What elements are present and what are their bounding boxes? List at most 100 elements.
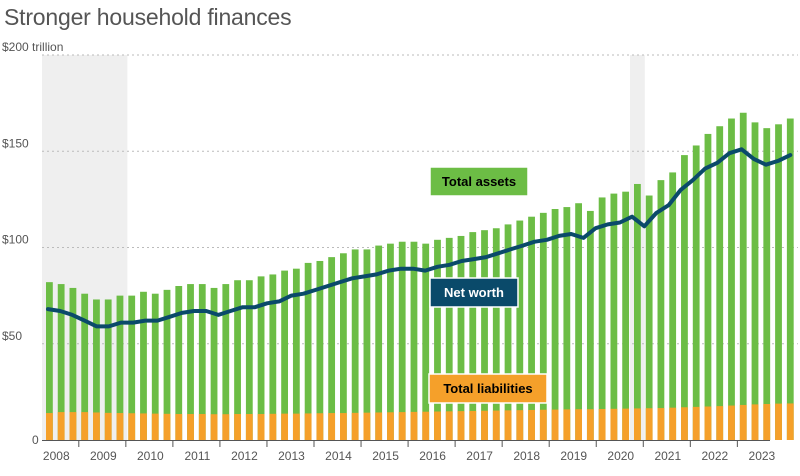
bar-total-assets [645,195,653,440]
bar-total-liabilities [104,412,112,440]
bar-total-liabilities [751,404,759,440]
bar-total-liabilities [728,405,735,440]
x-tick-label: 2014 [325,449,352,463]
bar-total-assets [128,295,136,440]
bar-total-assets [575,203,582,440]
bar-total-assets [151,293,159,440]
annotation-net-worth: Net worth [429,277,519,308]
bar-total-assets [539,212,547,440]
bar-total-liabilities [563,409,571,440]
bar-total-liabilities [575,409,582,440]
bar-total-assets [46,282,53,440]
x-tick-label: 2019 [560,449,587,463]
bar-total-liabilities [269,413,277,440]
bar-total-liabilities [340,413,347,440]
bar-total-liabilities [586,409,594,440]
bar-total-assets [563,207,571,440]
bar-total-liabilities [434,411,441,440]
bar-total-assets [104,299,112,440]
bar-total-assets [704,133,712,441]
bar-total-assets [728,118,735,441]
bar-total-liabilities [81,412,89,440]
bar-total-liabilities [398,412,406,440]
bar-total-assets [504,224,512,440]
chart-title: Stronger household finances [4,4,292,30]
y-tick-label: $200 trillion [2,40,63,54]
bar-total-liabilities [151,413,159,440]
bar-total-assets [657,180,665,440]
bar-total-assets [363,249,371,440]
bar-total-assets [634,183,641,440]
bar-total-liabilities [445,411,453,440]
bar-total-liabilities [539,409,547,440]
bar-total-assets [516,220,524,440]
annotation-net-worth-text: Net worth [444,285,504,300]
annotation-total-liabilities-text: Total liabilities [443,381,532,396]
x-tick-label: 2012 [231,449,258,463]
bar-total-assets [257,276,265,440]
x-tick-label: 2011 [184,449,210,463]
bar-total-liabilities [198,414,206,440]
net-worth-line [46,147,793,329]
bar-total-liabilities [93,412,100,440]
bar-total-assets [316,260,324,440]
bar-total-liabilities [187,414,194,440]
bar-total-liabilities [598,409,606,440]
bar-total-assets [469,232,477,440]
bar-total-assets [387,243,394,440]
bar-total-liabilities [528,409,535,440]
x-tick-label: 2020 [607,449,634,463]
y-tick-label: 0 [32,433,39,447]
bar-total-liabilities [610,408,618,440]
bar-total-liabilities [292,413,300,440]
bar-total-assets [586,210,594,440]
bar-total-liabilities [716,406,724,440]
bar-total-liabilities [739,404,747,440]
bar-total-liabilities [116,413,124,440]
bar-total-liabilities [763,404,771,440]
bar-total-assets [422,243,430,440]
bar-total-assets [269,274,277,440]
bar-total-assets [528,216,535,440]
bar-total-assets [692,145,700,440]
bar-total-assets [398,241,406,440]
bar-total-liabilities [140,413,147,440]
bar-total-assets [410,241,418,440]
bar-total-assets [351,249,359,440]
x-tick-label: 2018 [513,449,540,463]
annotation-total-liabilities: Total liabilities [428,373,548,404]
x-tick-label: 2021 [654,449,681,463]
bar-total-assets [763,128,771,440]
x-tick-label: 2013 [278,449,305,463]
bar-total-assets [57,284,65,440]
bar-total-assets [140,291,147,440]
annotation-total-assets-text: Total assets [442,174,516,189]
bar-total-liabilities [457,411,465,440]
bar-total-liabilities [281,413,288,440]
bar-total-assets [210,287,218,440]
bar-total-assets [786,118,794,441]
bar-total-assets [457,235,465,440]
bar-total-liabilities [69,412,77,440]
bar-total-assets [116,295,124,440]
bar-total-assets [281,270,288,440]
bar-total-assets [610,193,618,440]
bar-total-liabilities [222,414,230,440]
bar-total-assets [175,286,183,440]
bar-total-assets [716,126,724,440]
bar-total-liabilities [704,406,712,440]
bar-total-liabilities [492,410,500,440]
bar-total-assets [751,122,759,440]
bar-total-liabilities [163,413,171,440]
bar-total-assets [739,112,747,440]
bar-total-assets [669,172,677,441]
bar-total-liabilities [257,414,265,440]
bar-total-assets [328,257,336,440]
bar-total-assets [340,253,347,440]
bar-total-liabilities [481,410,488,440]
annotation-total-assets: Total assets [429,166,529,197]
bar-total-liabilities [375,412,383,440]
bar-total-assets [445,237,453,440]
bar-total-liabilities [245,414,253,440]
x-tick-label: 2009 [90,449,117,463]
